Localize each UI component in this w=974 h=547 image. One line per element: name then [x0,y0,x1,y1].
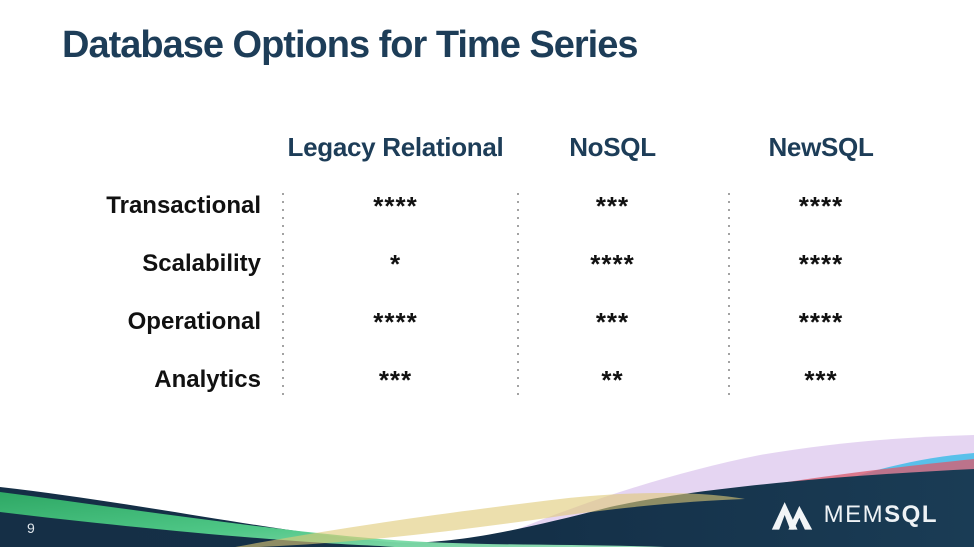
row-label-transactional: Transactional [106,192,261,219]
wave-decoration [0,435,974,547]
logo-text-light: MEM [823,501,885,528]
memsql-mountains-icon [771,502,812,530]
dotted-divider [282,193,284,400]
rating-cell: *** [595,190,630,221]
row-label-scalability: Scalability [142,250,261,277]
memsql-logo: MEMSQL [770,498,938,532]
dotted-divider [728,193,730,400]
row-label-operational: Operational [127,308,261,335]
memsql-logo-text: MEMSQL [824,503,938,527]
rating-cell: **** [798,306,844,337]
rating-cell: *** [595,306,630,337]
rating-cell: **** [590,248,635,279]
column-header-nosql: NoSQL [569,132,656,162]
comparison-table: Legacy Relational NoSQL NewSQL Transacti… [0,118,913,409]
rating-cell: *** [378,364,413,395]
rating-cell: **** [798,190,844,221]
column-header-legacy-relational: Legacy Relational [287,132,504,162]
rating-cell: *** [804,364,838,395]
slide-title: Database Options for Time Series [62,24,638,66]
rating-cell: **** [373,190,418,221]
table-corner [0,118,283,177]
logo-text-bold: SQL [884,501,938,528]
dotted-divider [517,193,519,400]
rating-cell: **** [798,248,844,279]
rating-cell: **** [373,306,418,337]
rating-cell: * [389,248,402,279]
column-header-newsql: NewSQL [768,132,874,162]
page-number: 9 [27,520,35,536]
row-label-analytics: Analytics [154,366,261,393]
rating-cell: ** [601,364,624,395]
